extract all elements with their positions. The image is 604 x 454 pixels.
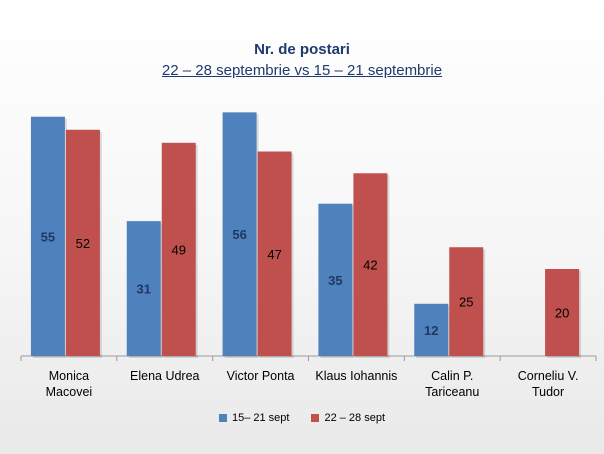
data-label-series-2-1: 52: [76, 236, 90, 251]
legend-item-series-1: 15– 21 sept: [218, 412, 290, 424]
bar-series-2-5: [449, 247, 484, 356]
bar-series-1-4: [318, 203, 353, 356]
bar-series-1-2: [126, 221, 161, 356]
category-label-line: Victor Ponta: [226, 369, 295, 383]
data-label-series-1-5: 12: [424, 323, 438, 338]
category-label-line: Elena Udrea: [130, 369, 200, 383]
data-label-series-2-3: 47: [267, 247, 281, 262]
bar-series-1-5: [414, 303, 449, 356]
chart-title: Nr. de postari: [0, 41, 604, 58]
bar-series-2-1: [65, 129, 100, 356]
bar-series-1-1: [30, 116, 65, 356]
data-label-series-2-4: 42: [363, 258, 377, 273]
category-label: Corneliu V. Tudor: [500, 368, 596, 400]
category-label: Calin P. Tariceanu: [404, 368, 500, 400]
bar-series-2-4: [353, 173, 388, 356]
legend-swatch-series-2: [311, 414, 320, 422]
data-label-series-1-2: 31: [137, 282, 151, 297]
bar-series-2-3: [257, 151, 292, 356]
legend-label-series-2: 22 – 28 sept: [324, 412, 386, 424]
legend: 15– 21 sept 22 – 28 sept: [0, 412, 604, 424]
bar-series-2-6: [545, 268, 580, 356]
data-label-series-1-1: 55: [41, 229, 55, 244]
legend-item-series-2: 22 – 28 sept: [311, 412, 385, 424]
data-label-series-1-4: 35: [328, 273, 342, 288]
category-label-line: Corneliu V.: [517, 369, 579, 383]
category-label-line: Macovei: [45, 385, 93, 399]
category-label: Victor Ponta: [213, 368, 309, 384]
data-label-series-1-3: 56: [232, 227, 246, 242]
chart-title-text: Nr. de postari: [254, 41, 350, 58]
bar-series-1-3: [222, 112, 257, 356]
data-label-series-2-2: 49: [172, 242, 186, 257]
bar-series-2-2: [161, 142, 196, 356]
category-label-line: Calin P.: [431, 369, 474, 383]
legend-label-series-1: 15– 21 sept: [231, 412, 290, 424]
category-label-line: Klaus Iohannis: [315, 369, 398, 383]
data-label-series-2-6: 20: [555, 305, 569, 320]
category-label-line: Tariceanu: [425, 385, 480, 399]
category-label-line: Monica: [48, 369, 90, 383]
category-label: Monica Macovei: [21, 368, 117, 400]
chart-subtitle: 22 – 28 septembrie vs 15 – 21 septembrie: [161, 62, 443, 79]
category-label: Klaus Iohannis: [308, 368, 404, 384]
category-label-line: Tudor: [531, 385, 565, 399]
data-label-series-2-5: 25: [459, 295, 473, 310]
category-label: Elena Udrea: [117, 368, 213, 384]
legend-swatch-series-1: [218, 414, 227, 422]
